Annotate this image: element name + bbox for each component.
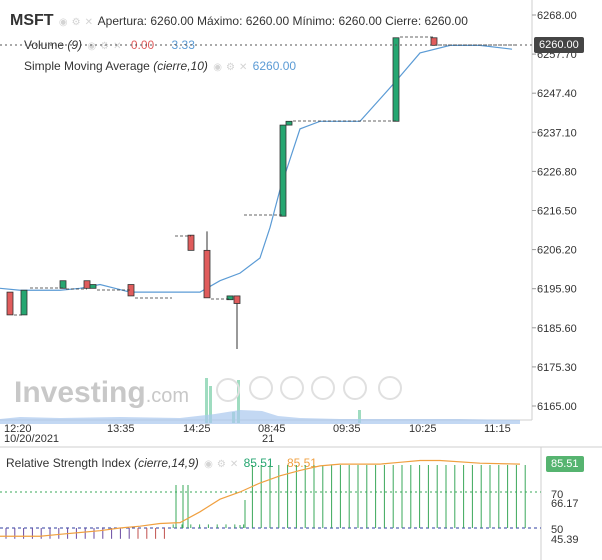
volume-param: (9) bbox=[67, 38, 83, 52]
volume-value-2: 3.33 bbox=[171, 38, 195, 52]
settings-icon[interactable]: ⚙ bbox=[100, 41, 110, 52]
time-tick-label: 13:35 bbox=[107, 423, 135, 435]
candle-body bbox=[20, 289, 28, 316]
sma-value: 6260.00 bbox=[252, 59, 297, 73]
candle-body bbox=[392, 37, 400, 122]
candle-body bbox=[89, 284, 97, 289]
price-tick-label: 6226.80 bbox=[537, 166, 577, 178]
candle-body bbox=[285, 120, 293, 126]
volume-bar bbox=[358, 410, 361, 423]
volume-bar bbox=[209, 386, 212, 423]
close-icon[interactable]: ✕ bbox=[238, 62, 248, 73]
toolbar-circle-icon bbox=[249, 376, 273, 400]
toolbar-circle-icon bbox=[216, 378, 240, 402]
date-label: 10/20/2021 bbox=[4, 433, 59, 445]
volume-area bbox=[0, 410, 520, 424]
candle-body bbox=[226, 295, 234, 301]
price-tick-label: 6247.40 bbox=[537, 88, 577, 100]
chart-header: MSFT ◉ ⚙ ✕ Apertura: 6260.00 Máximo: 6260.… bbox=[10, 12, 468, 30]
settings-icon[interactable]: ⚙ bbox=[225, 62, 235, 73]
ohlc-readout: Apertura: 6260.00 Máximo: 6260.00 Mínimo… bbox=[97, 14, 468, 28]
rsi-value-1: 85.51 bbox=[243, 456, 274, 470]
price-tick-label: 6216.50 bbox=[537, 206, 577, 218]
rsi-line bbox=[0, 459, 521, 537]
rsi-badge: 85.51 bbox=[546, 456, 584, 472]
volume-bar bbox=[205, 378, 208, 423]
volume-value-1: 0.00 bbox=[130, 38, 155, 52]
price-tick-label: 6165.00 bbox=[537, 401, 577, 413]
sma-line bbox=[0, 44, 513, 293]
price-tick-label: 6175.30 bbox=[537, 362, 577, 374]
candle-body bbox=[233, 295, 241, 304]
volume-label: Volume bbox=[24, 38, 65, 52]
sma-legend: Simple Moving Average (cierre,10) ◉ ⚙ ✕ 62… bbox=[24, 59, 296, 73]
rsi-tick-label: 45.39 bbox=[551, 534, 579, 546]
time-tick-label: 12:20 bbox=[4, 423, 32, 435]
toolbar-circle-icon bbox=[280, 376, 304, 400]
candle-body bbox=[59, 280, 67, 289]
volume-legend: Volume (9) ◉ ⚙ ✕ 0.00 3.33 bbox=[24, 38, 195, 52]
settings-icon[interactable]: ⚙ bbox=[216, 459, 226, 470]
rsi-label: Relative Strength Index bbox=[6, 456, 131, 470]
rsi-tick-label: 50 bbox=[551, 524, 563, 536]
time-tick-label: 08:45 bbox=[258, 423, 286, 435]
sma-label: Simple Moving Average bbox=[24, 59, 150, 73]
toolbar-circle-icon bbox=[343, 376, 367, 400]
eye-icon[interactable]: ◉ bbox=[213, 62, 222, 73]
time-tick-label: 10:25 bbox=[409, 423, 437, 435]
price-tick-label: 6268.00 bbox=[537, 10, 577, 22]
sma-param: (cierre,10) bbox=[153, 59, 208, 73]
eye-icon[interactable]: ◉ bbox=[58, 17, 68, 28]
price-tick-label: 6185.60 bbox=[537, 323, 577, 335]
candle-body bbox=[83, 280, 91, 289]
close-icon[interactable]: ✕ bbox=[229, 459, 239, 470]
close-icon[interactable]: ✕ bbox=[113, 41, 122, 52]
rsi-tick-label: 66.17 bbox=[551, 498, 579, 510]
price-badge: 6260.00 bbox=[534, 37, 584, 53]
time-tick-label: 11:15 bbox=[484, 423, 511, 435]
time-tick-label: 09:35 bbox=[333, 423, 361, 435]
candle-body bbox=[279, 124, 287, 217]
volume-bar bbox=[237, 380, 240, 423]
time-tick-label: 14:25 bbox=[183, 423, 211, 435]
candle-body bbox=[6, 291, 14, 316]
eye-icon[interactable]: ◉ bbox=[204, 459, 213, 470]
close-icon[interactable]: ✕ bbox=[84, 17, 93, 28]
price-tick-label: 6206.20 bbox=[537, 245, 577, 257]
eye-icon[interactable]: ◉ bbox=[87, 41, 97, 52]
toolbar-circle-icon bbox=[311, 376, 335, 400]
candle-body bbox=[187, 234, 195, 251]
price-tick-label: 6237.10 bbox=[537, 127, 577, 139]
rsi-param: (cierre,14,9) bbox=[134, 456, 199, 470]
watermark-suffix: .com bbox=[145, 385, 190, 407]
settings-icon[interactable]: ⚙ bbox=[71, 17, 81, 28]
symbol-title: MSFT bbox=[10, 12, 54, 29]
investing-watermark: Investing.com bbox=[14, 376, 189, 410]
rsi-value-2: 85.51 bbox=[286, 456, 317, 470]
watermark-main: Investing bbox=[14, 376, 146, 409]
candle-body bbox=[203, 249, 211, 299]
rsi-tick-label: 70 bbox=[551, 489, 563, 501]
rsi-legend: Relative Strength Index (cierre,14,9) ◉ ⚙… bbox=[6, 456, 317, 470]
candle-body bbox=[430, 37, 438, 46]
toolbar-circle-icon bbox=[378, 376, 402, 400]
date-label: 21 bbox=[262, 433, 274, 445]
price-tick-label: 6195.90 bbox=[537, 284, 577, 296]
